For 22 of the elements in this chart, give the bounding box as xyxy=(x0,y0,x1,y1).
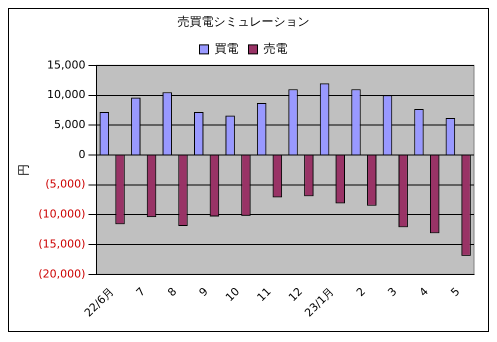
x-tick-label: 7 xyxy=(134,285,148,300)
chart-title: 売買電シミュレーション xyxy=(178,14,310,28)
x-tick-label: 9 xyxy=(196,285,211,300)
x-tick-label: 2 xyxy=(354,285,368,300)
x-tick-label: 12 xyxy=(286,285,306,304)
x-tick-label: 10 xyxy=(223,285,242,304)
y-tick-label: 10,000 xyxy=(46,88,86,102)
x-tick-label: 5 xyxy=(448,285,462,300)
y-tick-label: (5,000) xyxy=(45,178,86,191)
y-tick-label: 5,000 xyxy=(54,118,86,131)
legend-label: 買電 xyxy=(214,42,238,56)
y-axis-title: 円 xyxy=(16,164,30,176)
x-tick-label: 3 xyxy=(385,285,400,300)
y-tick-label: (10,000) xyxy=(38,208,86,221)
x-tick-label: 11 xyxy=(254,285,274,304)
x-tick-label: 4 xyxy=(416,285,431,300)
y-tick-label: 0 xyxy=(78,148,86,161)
y-tick-label: (15,000) xyxy=(38,237,86,250)
y-tick-label: 15,000 xyxy=(46,58,86,72)
x-tick-label: 8 xyxy=(165,285,180,300)
legend-label: 売電 xyxy=(264,42,288,56)
y-tick-label: (20,000) xyxy=(38,267,86,280)
